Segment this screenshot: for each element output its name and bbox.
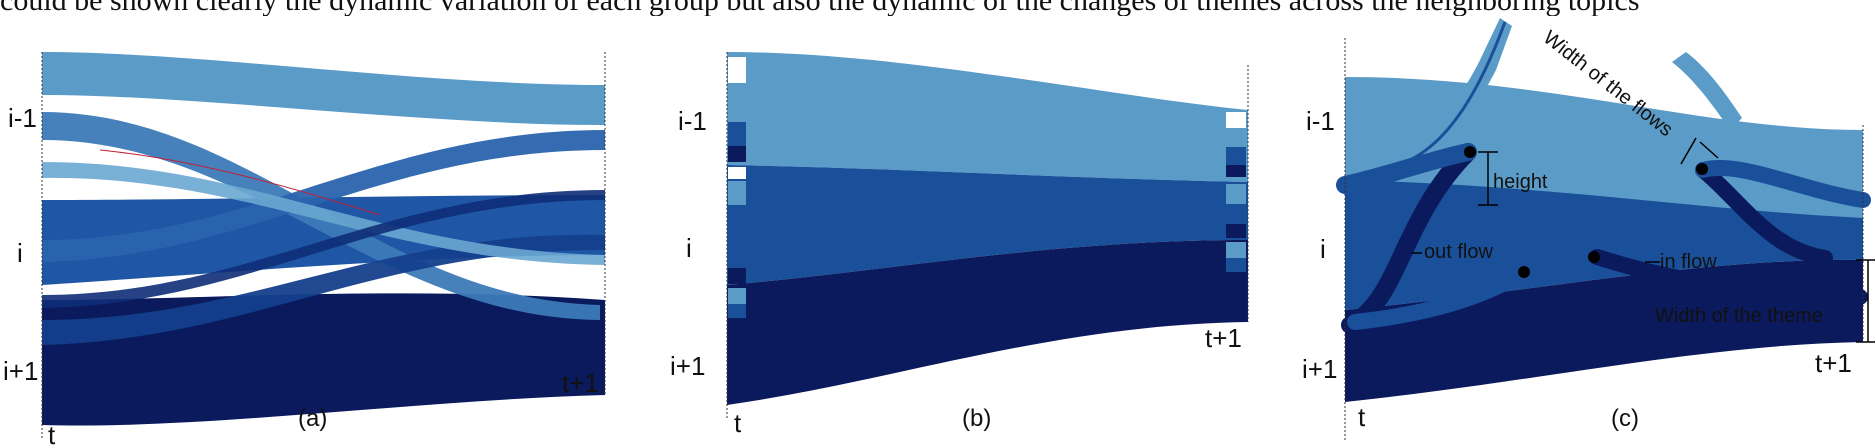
axis-label-i-plus-1: i+1 [1302,354,1337,384]
axis-label-i: i [17,238,23,268]
out-flow-curve [1336,143,1477,194]
flow-point-dot [1464,146,1476,158]
time-label-t-plus-1: t+1 [1815,348,1852,378]
panel-label-c: (c) [1611,405,1639,432]
axis-label-i-minus-1: i-1 [678,106,707,136]
theme-band-middle [727,165,1248,285]
cross-flow [42,234,605,345]
marker-left [728,304,746,318]
annotation-height: height [1493,171,1548,193]
axis-label-i: i [1320,234,1326,264]
axis-label-i-plus-1: i+1 [670,351,705,381]
theme-band-bottom [727,240,1248,405]
theme-band-top [727,52,1248,182]
cross-flow [42,162,605,265]
panel-a: i-1 i i+1 t t+1 (a) [3,52,606,447]
axis-label-i: i [686,233,692,263]
panel-c: height Width of the flows out flow in fl… [1302,18,1875,440]
marker-right [1226,147,1246,165]
in-flow-top [1672,52,1742,130]
axis-label-i-minus-1: i-1 [1306,106,1335,136]
panel-b: i-1 i i+1 t t+1 (b) [670,52,1249,438]
marker-left [728,146,746,162]
out-flow-low [1347,264,1532,330]
marker-left [728,167,746,179]
panel-label-b: (b) [962,405,991,432]
caption-fragment: could be shown clearly the dynamic varia… [0,0,1875,16]
theme-band-middle [1345,180,1863,310]
theme-band-top [1345,77,1863,218]
annotation-in-flow: in flow [1660,251,1717,273]
flows-width-dimension [1699,141,1719,159]
flow-point-dot [1518,266,1530,278]
marker-right [1226,184,1246,204]
marker-left [728,181,746,205]
cross-flow [42,130,605,262]
time-label-t-plus-1: t+1 [562,368,599,398]
out-flow-top [1345,18,1512,162]
flows-width-dimension [1680,137,1697,165]
time-label-t: t [1358,402,1366,432]
marker-right [1226,258,1246,272]
flow-band-middle [42,195,605,285]
time-label-t-plus-1: t+1 [1205,323,1242,353]
marker-left [728,57,746,83]
out-flow-dark-stroke [1409,21,1507,162]
annotation-out-flow: out flow [1424,241,1493,263]
marker-right [1226,165,1246,177]
panel-label-a: (a) [298,405,327,432]
flow-point-dot [1696,163,1708,175]
axis-label-i-plus-1: i+1 [3,356,38,386]
red-trace [99,149,381,216]
marker-right [1226,112,1246,128]
flow-band-top [42,52,605,125]
time-label-t: t [734,408,742,438]
marker-right [1226,224,1246,238]
time-label-t: t [48,420,56,447]
annotation-width-of-theme: Width of the theme [1655,305,1823,327]
flow-point-dot [1588,251,1600,263]
marker-right [1226,242,1246,258]
in-flow-right [1695,159,1871,208]
marker-left [728,268,746,284]
marker-left [728,288,746,304]
axis-label-i-minus-1: i-1 [8,103,37,133]
marker-left [728,122,746,146]
cross-flow [42,190,605,308]
in-flow-low [1589,249,1868,305]
in-flow-right [1695,162,1833,266]
